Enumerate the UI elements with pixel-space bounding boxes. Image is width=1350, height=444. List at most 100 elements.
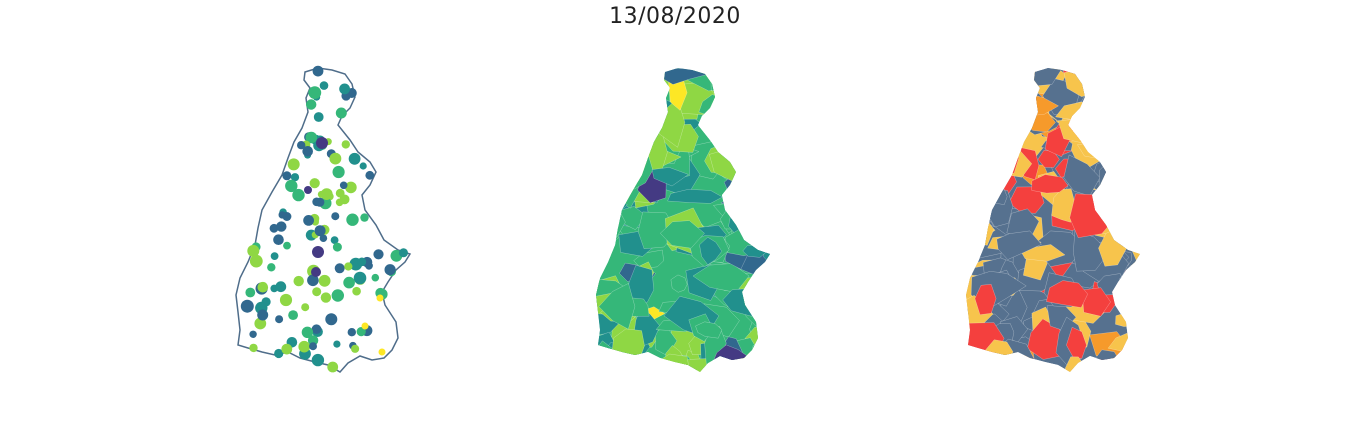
municipality-bubble [332, 165, 345, 179]
municipality-bubble [343, 276, 355, 289]
municipality-region [726, 106, 763, 129]
municipality-bubble [240, 299, 254, 313]
municipality-bubble [319, 81, 329, 90]
municipality-bubble [335, 107, 347, 119]
municipality-region [761, 320, 770, 338]
municipality-region [737, 119, 770, 138]
municipality-bubble [353, 271, 367, 285]
municipality-bubble [320, 292, 332, 303]
municipality-bubble [361, 322, 369, 330]
municipality-bubble [257, 281, 269, 293]
municipality-region [625, 360, 649, 372]
municipality-region [710, 79, 734, 94]
municipality-region [618, 103, 662, 123]
municipality-region [754, 207, 770, 244]
municipality-bubble [312, 287, 322, 297]
municipality-region [756, 281, 770, 317]
municipality-bubble [331, 289, 344, 302]
municipality-bubble [307, 335, 319, 346]
municipality-bubble [319, 234, 328, 242]
municipality-bubble [311, 267, 321, 277]
municipality-region [974, 284, 997, 315]
state-outline [235, 67, 412, 373]
municipality-region [1118, 75, 1140, 117]
municipality-region [731, 169, 758, 211]
municipality-region [996, 68, 1042, 88]
municipality-region [1120, 220, 1140, 241]
municipality-region [740, 93, 770, 134]
municipality-region [1128, 335, 1140, 348]
municipality-region [596, 68, 641, 95]
municipality-region [1129, 76, 1140, 113]
municipality-region [596, 101, 631, 131]
municipality-bubble [373, 249, 384, 260]
municipality-bubble [307, 274, 319, 287]
municipality-region [973, 110, 1015, 142]
municipality-region [966, 140, 991, 159]
municipality-region [741, 170, 762, 190]
municipality-bubble [352, 286, 361, 296]
municipality-region [596, 122, 620, 144]
municipality-bubble [346, 213, 359, 226]
municipality-bubble [298, 340, 310, 353]
municipality-bubble [314, 225, 326, 237]
municipality-region [967, 126, 1009, 151]
municipality-region [966, 148, 995, 183]
municipality-bubble [304, 186, 312, 194]
municipality-bubble [339, 181, 348, 190]
municipality-region [596, 137, 616, 162]
bubble-map-panel [235, 65, 412, 373]
municipality-bubble [311, 353, 325, 367]
municipality-region [1094, 136, 1137, 156]
municipality-bubble [254, 317, 267, 330]
municipality-region [596, 353, 620, 372]
municipality-region [746, 151, 770, 184]
municipality-region [596, 68, 621, 78]
municipality-region [967, 159, 1001, 196]
municipality-region [749, 187, 769, 236]
municipality-bubble [365, 170, 375, 180]
municipality-region [620, 68, 649, 82]
municipality-bubble [287, 158, 300, 171]
municipality-bubble [330, 236, 339, 245]
municipality-bubble [282, 171, 292, 181]
municipality-region [598, 283, 636, 330]
municipality-bubble [292, 188, 305, 202]
municipality-region [699, 236, 723, 266]
municipality-bubble [247, 244, 260, 257]
municipality-bubble [345, 181, 357, 194]
municipality-bubble [376, 294, 384, 302]
municipality-region [1004, 68, 1037, 88]
municipality-region [991, 350, 1019, 372]
municipality-region [596, 91, 621, 123]
municipality-region [967, 87, 993, 121]
municipality-region [1114, 110, 1132, 146]
municipality-region [635, 131, 668, 171]
municipality-region [596, 154, 610, 180]
municipality-region [748, 77, 770, 119]
municipality-region [1126, 82, 1140, 118]
municipality-bubbles [240, 65, 408, 373]
municipality-region [660, 220, 705, 249]
municipality-region [695, 321, 723, 339]
municipality-bubble [359, 162, 367, 170]
municipality-bubble [334, 263, 345, 274]
municipality-bubble [274, 348, 284, 359]
municipality-bubble [275, 281, 287, 293]
municipality-bubble [315, 197, 325, 207]
municipality-bubble [341, 140, 350, 149]
municipality-region [1073, 229, 1110, 272]
municipality-region [711, 127, 730, 145]
municipality-region [664, 358, 728, 372]
municipality-region [969, 354, 988, 372]
municipality-bubble [318, 274, 331, 287]
municipality-bubble [301, 326, 314, 338]
municipality-bubble [270, 252, 279, 260]
municipality-region [988, 354, 1042, 372]
municipality-region [1131, 80, 1140, 105]
municipality-region [719, 209, 759, 230]
municipality-region [750, 284, 770, 313]
municipality-region [1116, 68, 1136, 83]
municipality-bubble [351, 344, 360, 353]
municipality-bubble [249, 343, 258, 353]
